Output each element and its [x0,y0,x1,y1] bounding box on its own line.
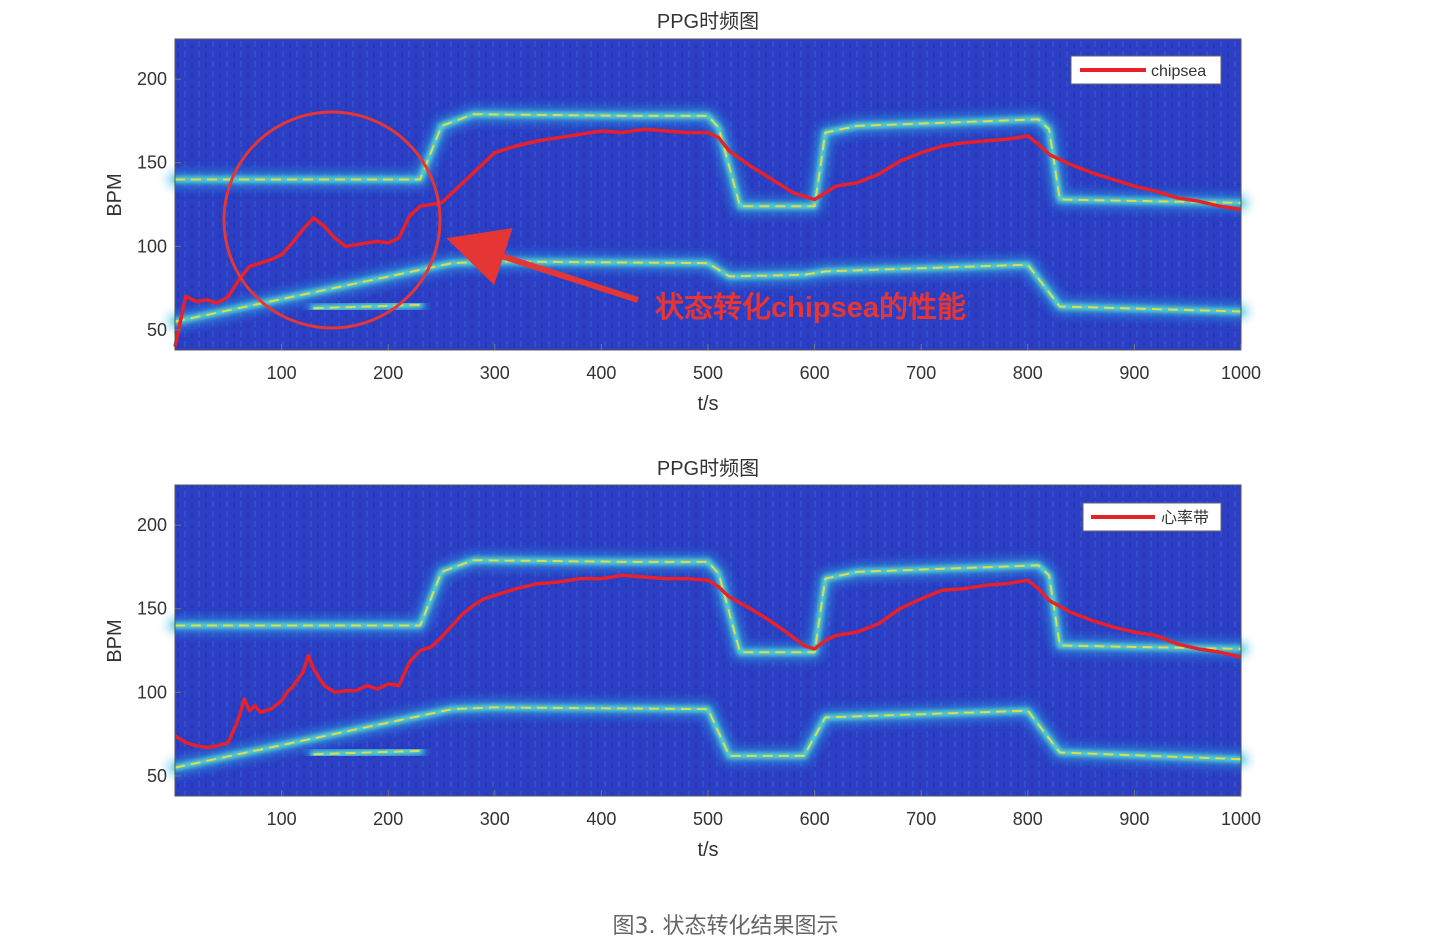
figure: PPG时频图 100 200 300 400 500 600 700 800 900 1000 5… [104,10,1261,861]
y-tick-label: 200 [137,515,167,535]
x-tick-label: 700 [906,363,936,383]
y-ticks: 50 100 150 200 [137,69,181,340]
legend: 心率带 [1082,502,1222,532]
legend: chipsea [1070,55,1222,85]
y-tick-label: 50 [147,766,167,786]
x-tick-label: 1000 [1221,363,1261,383]
annotation-text: 状态转化chipsea的性能 [655,290,966,324]
y-tick-label: 150 [137,599,167,619]
x-tick-label: 600 [800,363,830,383]
y-axis-label: BPM [104,619,126,662]
hr-line-group [173,127,1242,348]
chart-panel-2: PPG时频图 100 200 300 400 500 600 700 800 900 1000 5… [104,457,1261,861]
y-tick-label: 100 [137,682,167,702]
x-ticks: 100 200 300 400 500 600 700 800 900 1000 [267,344,1261,383]
x-tick-label: 400 [586,809,616,829]
x-tick-label: 100 [267,363,297,383]
band-dominant-band-upper-core [175,559,1242,654]
x-tick-label: 900 [1119,809,1149,829]
chart-panel-1: PPG时频图 100 200 300 400 500 600 700 800 900 1000 5… [104,10,1261,415]
y-ticks: 50 100 150 200 [137,515,181,786]
figure-caption: 图3. 状态转化结果图示 [612,914,839,939]
x-tick-label: 200 [373,809,403,829]
x-ticks: 100 200 300 400 500 600 700 800 900 1000 [267,790,1261,829]
x-axis-label: t/s [697,839,718,861]
y-tick-label: 100 [137,236,167,256]
band-band-low-left-core [313,303,421,310]
y-tick-label: 50 [147,320,167,340]
hr-line-group [174,573,1242,750]
band-dominant-band-upper-core [175,113,1242,208]
series-line-心率带 [174,573,1242,750]
chart-title: PPG时频图 [657,10,759,33]
band-band-lower-core [174,706,1242,769]
y-tick-label: 200 [137,69,167,89]
y-tick-label: 150 [137,153,167,173]
annotation-arrow [446,228,639,303]
y-axis-label: BPM [104,173,126,216]
x-tick-label: 300 [480,363,510,383]
x-tick-label: 700 [906,809,936,829]
annotation: 状态转化chipsea的性能 [222,110,966,330]
x-tick-label: 500 [693,809,723,829]
x-tick-label: 500 [693,363,723,383]
legend-label: chipsea [1151,63,1206,80]
band-band-low-left-core [313,749,421,756]
legend-label: 心率带 [1161,509,1209,527]
x-tick-label: 900 [1119,363,1149,383]
annotation-circle [222,110,442,330]
x-tick-label: 600 [800,809,830,829]
x-tick-label: 400 [586,363,616,383]
spectral-bands [167,552,1249,776]
series-line-chipsea [173,127,1242,348]
x-tick-label: 300 [480,809,510,829]
x-tick-label: 100 [267,809,297,829]
x-tick-label: 1000 [1221,809,1261,829]
chart-title: PPG时频图 [657,457,759,480]
x-tick-label: 800 [1013,809,1043,829]
x-axis-label: t/s [697,393,718,415]
x-tick-label: 800 [1013,363,1043,383]
x-tick-label: 200 [373,363,403,383]
